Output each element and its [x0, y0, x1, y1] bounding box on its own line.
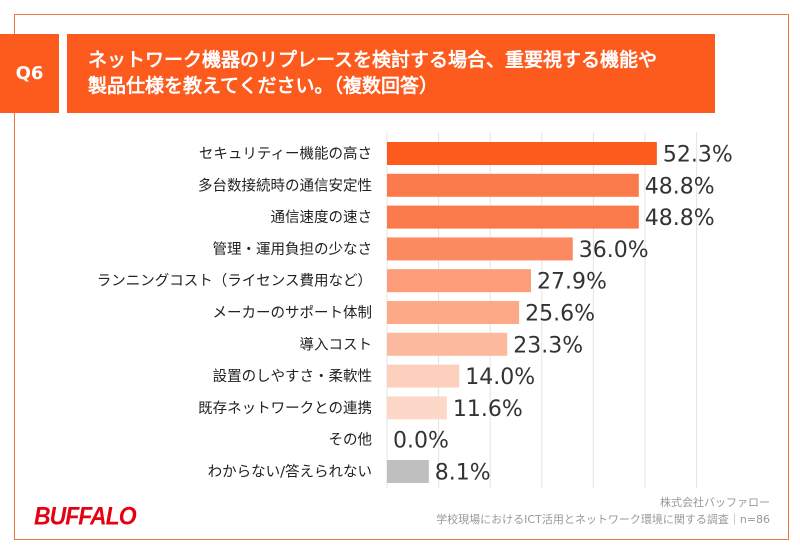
bar [387, 364, 460, 388]
category-label: 管理・運用負担の少なさ [213, 241, 373, 258]
value-label: 23.3% [513, 333, 583, 358]
value-label: 52.3% [663, 143, 733, 168]
value-label: 25.6% [525, 302, 595, 327]
bar [387, 205, 639, 229]
category-label: 多台数接続時の通信安定性 [198, 177, 372, 194]
bar [387, 142, 657, 165]
survey-name: 学校現場におけるICT活用とネットワーク環境に関する調査｜n=86 [436, 513, 770, 526]
title-line-1: ネットワーク機器のリプレースを検討する場合、重要視する機能や [88, 49, 658, 71]
bar [387, 332, 508, 356]
company-name: 株式会社バッファロー [660, 496, 770, 509]
value-label: 8.1% [435, 461, 491, 486]
bar [387, 269, 531, 293]
value-label: 48.8% [645, 206, 715, 231]
value-label: 36.0% [579, 238, 649, 263]
bar [387, 237, 573, 261]
question-number: Q6 [0, 34, 59, 113]
category-label: 導入コスト [300, 336, 373, 353]
value-label: 27.9% [537, 270, 607, 295]
category-label: セキュリティー機能の高さ [199, 146, 372, 163]
category-label: わからない/答えられない [208, 464, 372, 481]
category-label: ランニングコスト（ライセンス費用など） [97, 273, 372, 290]
bar [387, 173, 639, 197]
value-label: 0.0% [393, 429, 449, 454]
question-title: ネットワーク機器のリプレースを検討する場合、重要視する機能や 製品仕様を教えてく… [67, 34, 715, 113]
bar [387, 460, 429, 483]
bar [387, 396, 447, 420]
category-label: その他 [329, 432, 373, 449]
value-label: 14.0% [465, 365, 535, 390]
title-line-2: 製品仕様を教えてください。（複数回答） [88, 75, 438, 97]
buffalo-logo: BUFFALO [34, 501, 137, 531]
chart-frame [14, 14, 789, 540]
category-label: 通信速度の速さ [271, 209, 373, 226]
category-label: 設置のしやすさ・柔軟性 [213, 368, 372, 385]
source-note: 株式会社バッファロー 学校現場におけるICT活用とネットワーク環境に関する調査｜… [436, 494, 770, 528]
value-label: 48.8% [645, 174, 715, 199]
value-label: 11.6% [453, 397, 523, 422]
category-label: 既存ネットワークとの連携 [198, 400, 372, 417]
bar [387, 301, 520, 324]
category-label: メーカーのサポート体制 [213, 305, 373, 322]
